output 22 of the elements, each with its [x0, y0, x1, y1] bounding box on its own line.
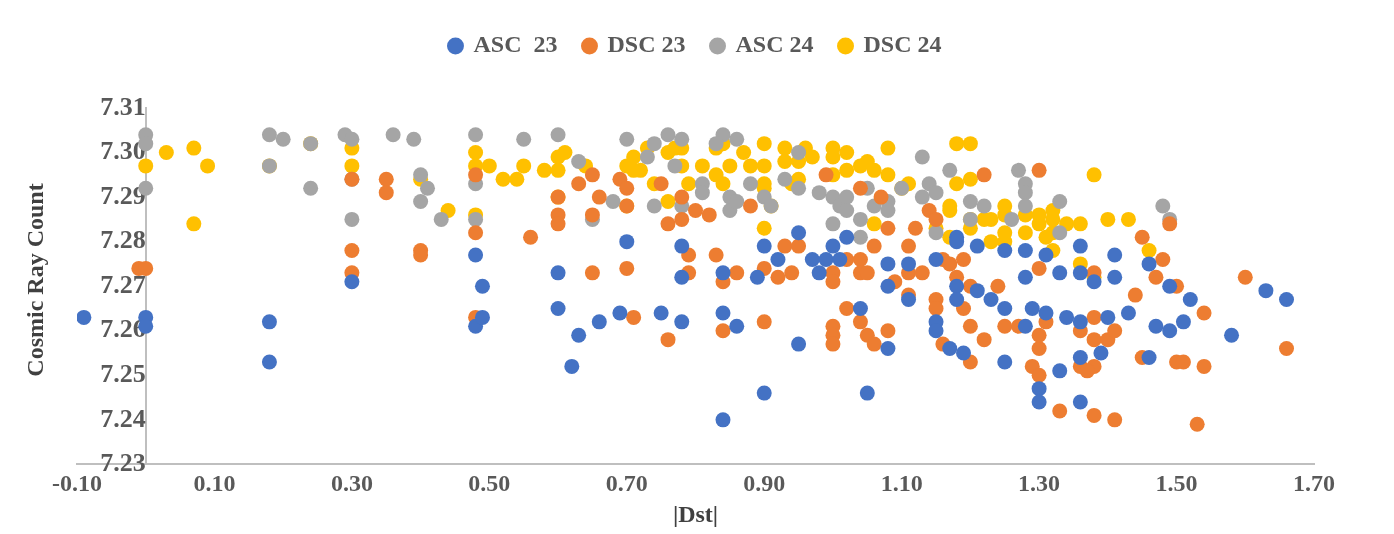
x-tick-label: 0.50 [468, 470, 511, 496]
x-tick-label: 1.70 [1293, 470, 1335, 496]
y-axis-title: Cosmic Ray Count [21, 183, 49, 377]
y-tick-label: 7.25 [100, 359, 146, 389]
legend-label: ASC 23 [473, 31, 558, 58]
x-tick-label: 1.30 [1018, 470, 1061, 496]
x-axis-title: |Dst| [672, 500, 719, 527]
x-tick-label: 0.70 [605, 470, 648, 496]
y-tick-label: 7.27 [100, 269, 146, 299]
x-tick-label: -0.10 [52, 470, 102, 496]
legend-label: ASC 24 [735, 31, 814, 58]
y-tick-label: 7.23 [100, 448, 146, 478]
x-tick-label: 0.90 [743, 470, 786, 496]
x-tick-label: 0.30 [330, 470, 373, 496]
y-tick-label: 7.28 [100, 225, 146, 255]
x-tick-label: 0.10 [193, 470, 236, 496]
legend-label: DSC 24 [863, 31, 942, 58]
x-tick-label: 1.10 [880, 470, 923, 496]
y-tick-label: 7.24 [100, 403, 146, 433]
legend-label: DSC 23 [607, 31, 686, 58]
y-tick-label: 7.31 [100, 91, 146, 121]
x-tick-label: 1.50 [1155, 470, 1198, 496]
